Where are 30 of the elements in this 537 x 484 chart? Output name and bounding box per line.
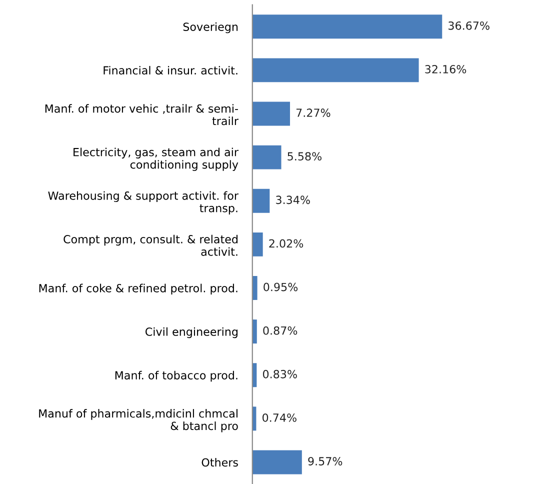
y-tick-label: Warehousing & support activit. for transp. xyxy=(48,191,239,214)
data-label: 0.83% xyxy=(262,370,297,378)
y-tick-label: Manf. of tobacco prod. xyxy=(115,370,238,382)
bar xyxy=(252,58,419,82)
data-label: 0.74% xyxy=(262,413,296,422)
bar xyxy=(252,188,270,213)
y-tick-label: Manf. of motor vehic ,trailr & semi- trailr xyxy=(45,104,238,126)
data-label: 5.58% xyxy=(288,152,322,161)
y-tick-label: Electricity, gas, steam and air conditioning supply xyxy=(74,148,239,171)
bar xyxy=(252,450,302,474)
bar xyxy=(252,102,290,126)
y-tick-label: Manf. of coke & refined petrol. prod. xyxy=(39,284,238,295)
bar xyxy=(252,276,258,300)
y-tick-label: Soveriegn xyxy=(183,22,238,34)
y-tick-label: Compt prgm, consult. & related activit. xyxy=(64,234,238,256)
data-label: 2.02% xyxy=(269,239,304,248)
y-tick-label: Financial & insur. activit. xyxy=(104,66,238,75)
data-label: 36.67% xyxy=(448,21,490,30)
data-label: 3.34% xyxy=(276,196,310,204)
y-tick-label: Civil engineering xyxy=(146,327,238,338)
data-label: 9.57% xyxy=(308,457,342,466)
data-label: 0.87% xyxy=(263,326,298,335)
data-label: 32.16% xyxy=(425,65,466,74)
bar xyxy=(252,14,442,39)
bar xyxy=(252,145,282,170)
data-label: 7.27% xyxy=(296,108,330,117)
bar xyxy=(252,232,263,256)
y-tick-label: Manuf of pharmicals,mdicinl chmcal & btancl pro xyxy=(39,409,238,432)
y-tick-label: Others xyxy=(202,458,238,467)
data-label: 0.95% xyxy=(264,282,298,292)
